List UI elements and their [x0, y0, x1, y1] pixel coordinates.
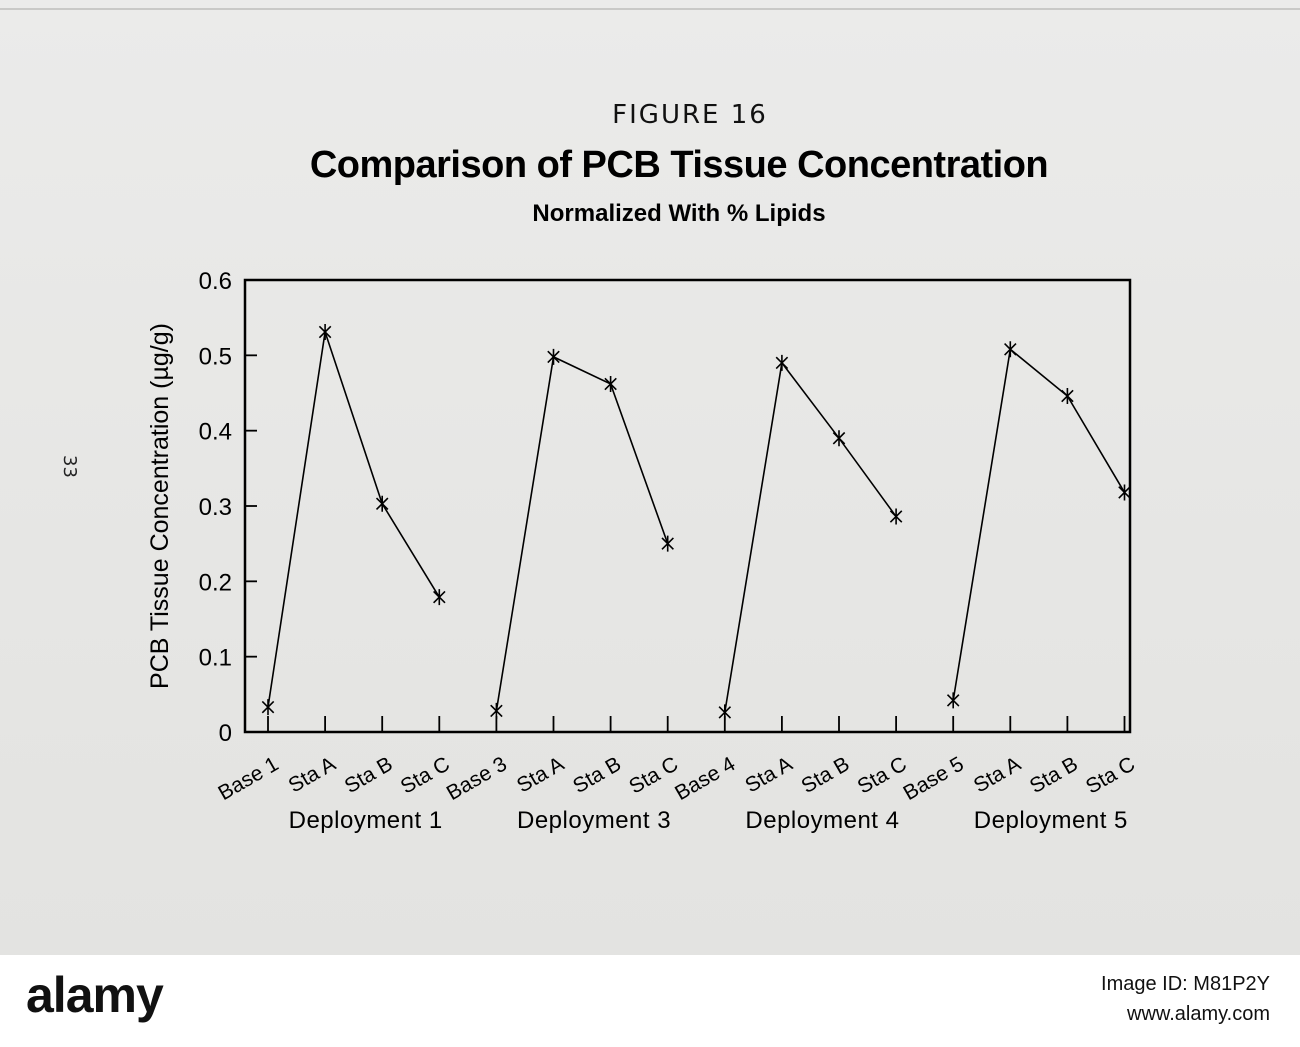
y-tick-label: 0	[219, 720, 232, 747]
x-tick-label: Sta C	[854, 752, 911, 798]
data-point-marker	[375, 495, 389, 512]
data-point-marker	[547, 348, 560, 365]
deployment-label: Deployment 5	[974, 807, 1128, 834]
figure-label: FIGURE 16	[612, 100, 768, 130]
series-line-deployment	[952, 347, 1126, 701]
x-tick-label: Sta B	[1026, 752, 1082, 798]
y-axis-label: PCB Tissue Concentration (µg/g)	[146, 323, 174, 689]
y-axis: 0 0.1 0.2 0.3 0.4 0.5 0.6	[199, 268, 257, 747]
series-line-deployment	[267, 331, 440, 708]
footer-banner	[0, 955, 1300, 1047]
pcb-line-chart: PCB Tissue Concentration (µg/g) 00.10.20…	[146, 268, 1139, 834]
deployment-label: Deployment 3	[517, 807, 671, 834]
x-tick-label: Sta A	[970, 752, 1025, 797]
deployment-label: Deployment 4	[745, 807, 899, 834]
series-lines	[261, 323, 1131, 721]
x-tick-label: Sta C	[1082, 752, 1139, 798]
data-point-marker	[1118, 484, 1131, 501]
data-point-marker	[661, 535, 674, 552]
x-tick-label: Sta A	[285, 752, 340, 797]
data-point-marker	[832, 430, 846, 447]
y-tick-label: 0.1	[199, 645, 232, 672]
x-tick-label: Sta B	[798, 752, 854, 798]
data-point-marker	[889, 508, 903, 525]
y-tick-label: 0.2	[199, 569, 232, 596]
chart-subtitle: Normalized With % Lipids	[532, 200, 826, 227]
plot-frame	[243, 278, 1132, 734]
y-tick-label: 0.5	[199, 343, 232, 370]
data-point-marker	[433, 589, 446, 606]
x-tick-label: Base 4	[671, 752, 739, 805]
deployment-group-labels: Deployment 1 Deployment 3 Deployment 4 Depl…	[289, 807, 1128, 834]
image-id-text: Image ID: M81P2Y	[1101, 973, 1270, 995]
series-line-deployment	[495, 355, 669, 712]
site-url-text: www.alamy.com	[1127, 1003, 1270, 1025]
x-tick-label: Base 3	[443, 752, 511, 805]
series-line-deployment	[724, 360, 897, 713]
data-point-marker	[946, 692, 960, 709]
x-tick-label: Sta C	[625, 752, 682, 798]
data-point-marker	[318, 323, 332, 340]
data-point-marker	[604, 375, 617, 392]
data-point-marker	[1004, 341, 1017, 358]
page-edge	[0, 8, 1300, 10]
data-point-marker	[490, 702, 503, 719]
x-tick-label: Base 1	[214, 752, 282, 805]
x-tick-label: Sta A	[741, 752, 796, 797]
deployment-label: Deployment 1	[289, 807, 443, 834]
data-point-marker	[261, 699, 275, 716]
chart-title: Comparison of PCB Tissue Concentration	[309, 144, 1049, 186]
x-tick-label: Base 5	[900, 752, 968, 805]
y-tick-label: 0.3	[199, 494, 232, 521]
x-tick-label: Sta A	[513, 752, 568, 797]
data-point-marker	[718, 704, 732, 721]
document-page	[0, 0, 1300, 955]
data-point-marker	[775, 354, 789, 371]
x-tick-label: Sta B	[569, 752, 625, 798]
data-point-marker	[1061, 388, 1074, 405]
y-tick-label: 0.6	[199, 268, 232, 295]
x-tick-label: Sta B	[341, 752, 397, 798]
watermark-logo: alamy	[26, 967, 164, 1023]
y-tick-label: 0.4	[199, 419, 232, 446]
x-tick-label: Sta C	[397, 752, 454, 798]
